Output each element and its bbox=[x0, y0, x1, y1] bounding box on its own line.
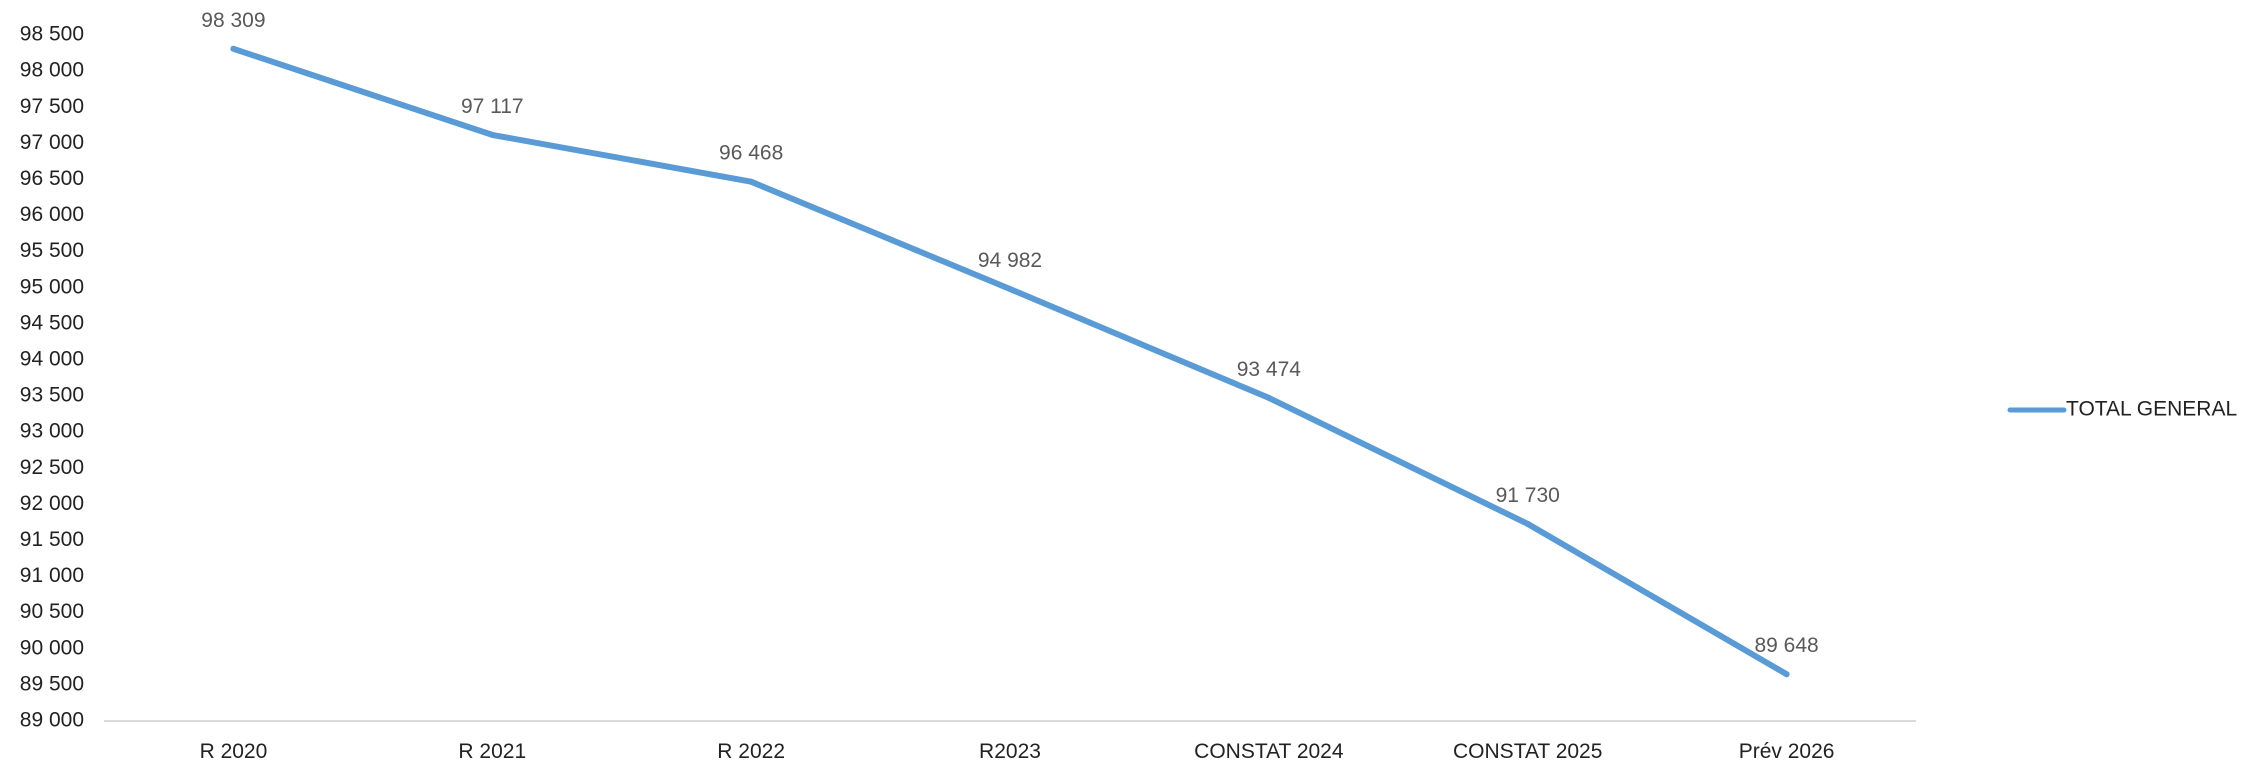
y-tick-label: 93 500 bbox=[20, 384, 84, 407]
x-axis: R 2020 R 2021 R 2022 R2023 CONSTAT 2024 CONST… bbox=[200, 740, 1835, 763]
y-axis: 89 000 89 500 90 000 90 500 91 000 91 500 92 0… bbox=[20, 23, 84, 732]
x-tick-label: R2023 bbox=[979, 740, 1041, 763]
y-tick-label: 94 500 bbox=[20, 311, 84, 334]
y-tick-label: 96 500 bbox=[20, 167, 84, 190]
x-tick-label: CONSTAT 2024 bbox=[1194, 740, 1344, 763]
y-tick-label: 91 000 bbox=[20, 564, 84, 587]
x-tick-label: Prév 2026 bbox=[1739, 740, 1835, 763]
y-tick-label: 95 500 bbox=[20, 239, 84, 262]
legend-label: TOTAL GENERAL bbox=[2066, 398, 2237, 421]
y-tick-label: 93 000 bbox=[20, 420, 84, 443]
y-tick-label: 92 000 bbox=[20, 492, 84, 515]
y-tick-label: 89 000 bbox=[20, 709, 84, 732]
legend: TOTAL GENERAL bbox=[2007, 398, 2237, 421]
data-label: 98 309 bbox=[201, 9, 265, 32]
x-tick-label: R 2022 bbox=[717, 740, 785, 763]
series-line bbox=[230, 45, 1790, 678]
data-label: 94 982 bbox=[978, 249, 1042, 272]
y-tick-label: 95 000 bbox=[20, 275, 84, 298]
y-tick-label: 92 500 bbox=[20, 456, 84, 479]
y-tick-label: 91 500 bbox=[20, 528, 84, 551]
data-point bbox=[1265, 394, 1272, 401]
data-point bbox=[1007, 286, 1013, 293]
data-point bbox=[748, 178, 755, 185]
y-tick-label: 98 500 bbox=[20, 23, 84, 46]
data-label: 93 474 bbox=[1237, 358, 1302, 381]
x-tick-label: CONSTAT 2025 bbox=[1453, 740, 1602, 763]
y-tick-label: 97 500 bbox=[20, 95, 84, 118]
y-tick-label: 89 500 bbox=[20, 672, 84, 695]
y-tick-label: 97 000 bbox=[20, 131, 84, 154]
data-point bbox=[230, 45, 237, 52]
x-tick-label: R 2021 bbox=[458, 740, 526, 763]
y-tick-label: 90 500 bbox=[20, 600, 84, 623]
y-tick-label: 94 000 bbox=[20, 347, 84, 370]
data-point bbox=[489, 131, 496, 138]
y-tick-label: 90 000 bbox=[20, 636, 84, 659]
data-point bbox=[1524, 520, 1531, 527]
series-group bbox=[230, 45, 1790, 678]
y-tick-label: 98 000 bbox=[20, 59, 84, 82]
x-tick-label: R 2020 bbox=[200, 740, 268, 763]
data-label: 89 648 bbox=[1754, 634, 1818, 657]
y-tick-label: 96 000 bbox=[20, 203, 84, 226]
data-point bbox=[1783, 671, 1790, 678]
data-labels: 98 309 97 117 96 468 94 982 93 474 91 730 89 6… bbox=[201, 9, 1818, 657]
data-label: 97 117 bbox=[461, 95, 524, 118]
data-label: 96 468 bbox=[719, 142, 783, 165]
data-label: 91 730 bbox=[1496, 484, 1560, 507]
